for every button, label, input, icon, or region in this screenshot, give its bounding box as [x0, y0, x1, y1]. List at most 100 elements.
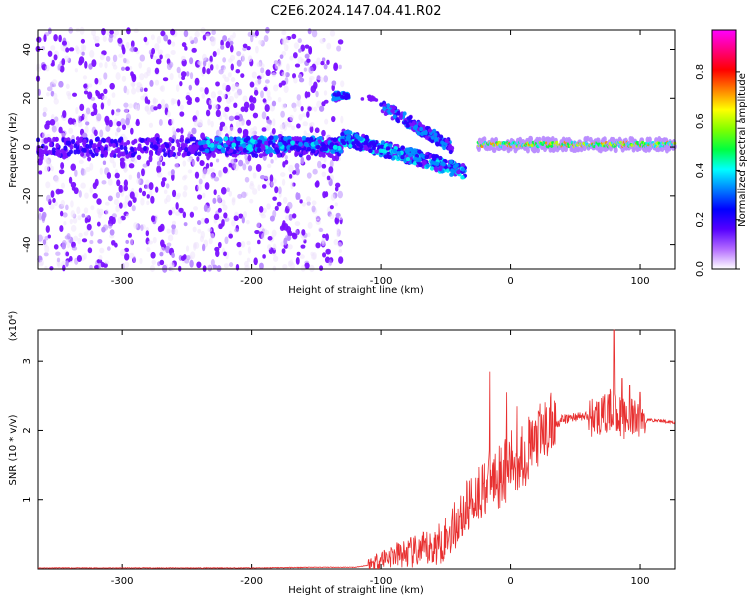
heatmap-cell [311, 205, 316, 213]
heatmap-cell [207, 227, 213, 233]
heatmap-cell [298, 113, 303, 121]
heatmap-cell [162, 77, 169, 82]
heatmap-cell [55, 251, 61, 256]
heatmap-cell [68, 127, 74, 135]
heatmap-cell [283, 136, 288, 142]
heatmap-cell [229, 34, 234, 43]
heatmap-cell [319, 38, 325, 44]
heatmap-cell [193, 119, 200, 127]
heatmap-cell [44, 145, 49, 151]
heatmap-cell [220, 187, 227, 195]
heatmap-cell [186, 100, 192, 106]
heatmap-cell [97, 142, 102, 148]
heatmap-cell [45, 225, 50, 233]
heatmap-cell [102, 35, 107, 42]
heatmap-cell [242, 95, 248, 102]
heatmap-cell [98, 262, 102, 270]
heatmap-cell [114, 131, 119, 137]
heatmap-cell [160, 239, 165, 247]
heatmap-cell [68, 47, 75, 52]
heatmap-cell [283, 121, 289, 127]
heatmap-cell [215, 158, 220, 163]
heatmap-cell [52, 198, 56, 204]
heatmap-cell [65, 204, 69, 211]
heatmap-cell [53, 244, 59, 250]
heatmap-cell [47, 50, 53, 57]
heatmap-cell [451, 169, 456, 174]
heatmap-cell [58, 80, 64, 88]
heatmap-cell [169, 150, 174, 156]
heatmap-cell [103, 72, 108, 80]
heatmap-cell [232, 32, 236, 39]
heatmap-cell [86, 223, 92, 231]
heatmap-cell [400, 155, 405, 160]
heatmap-cell [274, 155, 278, 161]
heatmap-cell [205, 162, 210, 169]
heatmap-cell [322, 233, 327, 239]
heatmap-cell [298, 141, 303, 147]
heatmap-cell [264, 104, 270, 112]
heatmap-cell [133, 28, 139, 34]
heatmap-cell [286, 235, 291, 242]
heatmap-cell [96, 113, 102, 122]
heatmap-cell [55, 188, 61, 195]
heatmap-cell [54, 136, 59, 142]
heatmap-cell [71, 246, 78, 251]
heatmap-cell [78, 59, 83, 66]
heatmap-cell [40, 143, 45, 149]
heatmap-cell [154, 67, 160, 75]
heatmap-cell [405, 156, 411, 162]
heatmap-cell [228, 233, 233, 239]
heatmap-cell [272, 196, 277, 201]
colorbar-tick-label: 0.6 [695, 113, 706, 129]
heatmap-cell [239, 120, 245, 127]
heatmap-cell [281, 80, 286, 86]
heatmap-cell [525, 147, 530, 154]
snr-series-line [37, 329, 676, 570]
heatmap-cell [282, 161, 286, 168]
heatmap-cell [231, 83, 236, 92]
heatmap-cell [197, 60, 203, 65]
heatmap-cell [259, 135, 265, 141]
heatmap-cell [323, 90, 328, 96]
heatmap-cell [194, 77, 200, 86]
heatmap-cell [326, 59, 330, 65]
spectrogram-y-ticks: -40 -20 0 20 40 [22, 43, 675, 253]
heatmap-cell [130, 82, 136, 87]
heatmap-cell [128, 174, 133, 180]
heatmap-cell [115, 191, 121, 199]
heatmap-cell [242, 163, 247, 171]
heatmap-cell [260, 90, 264, 99]
heatmap-cell [123, 185, 128, 192]
heatmap-cell [159, 251, 164, 257]
heatmap-cell [182, 211, 187, 219]
heatmap-cell [42, 149, 47, 155]
heatmap-cell [333, 238, 339, 246]
heatmap-cell [439, 134, 444, 139]
heatmap-cell [163, 34, 169, 42]
heatmap-cell [270, 181, 274, 187]
heatmap-cell [447, 146, 452, 151]
x-tick-label: -200 [240, 276, 263, 287]
heatmap-cell [449, 172, 454, 177]
heatmap-cell [39, 259, 44, 266]
heatmap-cell [189, 259, 194, 268]
heatmap-cell [351, 141, 356, 146]
heatmap-cell [331, 80, 337, 86]
heatmap-cell [53, 98, 59, 105]
heatmap-cell [154, 79, 160, 86]
heatmap-cell [107, 195, 113, 202]
heatmap-cell [356, 142, 361, 147]
heatmap-cell [106, 29, 111, 36]
heatmap-cell [79, 136, 84, 142]
heatmap-cell [42, 131, 46, 140]
x-tick-label: -300 [111, 576, 134, 587]
heatmap-cell [131, 87, 137, 95]
heatmap-cell [130, 152, 135, 158]
heatmap-cell [197, 228, 202, 234]
heatmap-cell [206, 167, 211, 175]
heatmap-cell [81, 238, 88, 243]
heatmap-cell [44, 245, 50, 253]
heatmap-cell [68, 176, 73, 184]
heatmap-cell [249, 95, 254, 103]
